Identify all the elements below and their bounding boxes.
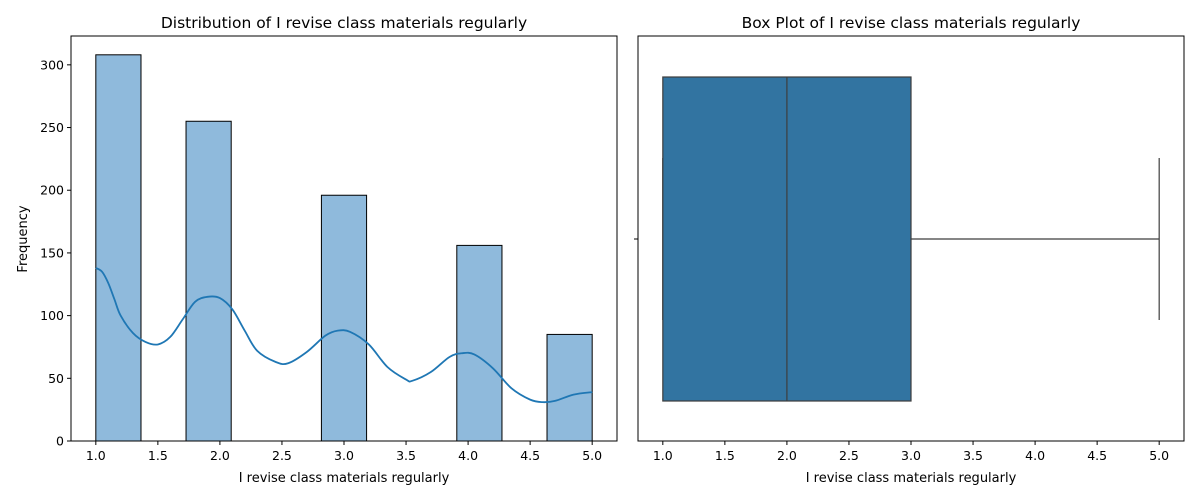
boxplot-x-tick-label: 5.0: [1149, 448, 1169, 463]
histogram-x-tick-label: 4.0: [458, 448, 478, 463]
histogram-title: Distribution of I revise class materials…: [161, 14, 527, 32]
histogram-bar: [95, 54, 142, 442]
histogram-x-tick-label: 3.5: [396, 448, 416, 463]
histogram-y-tick-label: 50: [48, 371, 64, 386]
boxplot-x-tick-label: 4.5: [1087, 448, 1107, 463]
histogram-x-tick-label: 3.0: [334, 448, 354, 463]
histogram-y-tick-label: 200: [40, 183, 64, 198]
histogram-y-tick-label: 100: [40, 308, 64, 323]
boxplot-x-tick-label: 2.5: [839, 448, 859, 463]
histogram-y-ticks: 0 50 100 150 200 250 300: [40, 57, 71, 449]
histogram-x-tick-label: 2.0: [210, 448, 230, 463]
histogram-bar: [185, 120, 232, 442]
histogram-x-tick-label: 2.5: [272, 448, 292, 463]
histogram-y-tick-label: 150: [40, 245, 64, 260]
histogram-y-tick-label: 250: [40, 120, 64, 135]
histogram-x-tick-label: 4.5: [520, 448, 540, 463]
boxplot-x-tick-label: 2.0: [777, 448, 797, 463]
boxplot-x-tick-label: 3.0: [901, 448, 921, 463]
histogram-bar: [320, 194, 368, 442]
histogram-x-tick-label: 1.0: [86, 448, 106, 463]
histogram-x-tick-label: 5.0: [582, 448, 602, 463]
boxplot-x-tick-label: 4.0: [1025, 448, 1045, 463]
histogram-panel: Distribution of I revise class materials…: [16, 14, 618, 486]
boxplot-x-ticks: 1.0 1.5 2.0 2.5 3.0 3.5 4.0 4.5 5.0: [653, 441, 1169, 463]
boxplot-x-tick-label: 1.0: [653, 448, 673, 463]
histogram-bar: [546, 333, 593, 442]
boxplot-x-tick-label: 3.5: [963, 448, 983, 463]
histogram-x-label: I revise class materials regularly: [239, 471, 450, 486]
histogram-bar: [456, 244, 503, 442]
histogram-y-tick-label: 0: [56, 434, 64, 449]
boxplot-panel: Box Plot of I revise class materials reg…: [634, 14, 1185, 486]
histogram-x-ticks: 1.0 1.5 2.0 2.5 3.0 3.5 4.0 4.5 5.0: [86, 441, 602, 463]
boxplot-x-tick-label: 1.5: [715, 448, 735, 463]
boxplot-group: [662, 76, 1160, 402]
kde-curve: [95, 267, 593, 404]
boxplot-title: Box Plot of I revise class materials reg…: [742, 14, 1081, 32]
histogram-bars-group: [95, 54, 593, 442]
histogram-y-label: Frequency: [16, 205, 31, 272]
histogram-y-tick-label: 300: [40, 57, 64, 72]
histogram-x-tick-label: 1.5: [148, 448, 168, 463]
boxplot-x-label: I revise class materials regularly: [806, 471, 1017, 486]
